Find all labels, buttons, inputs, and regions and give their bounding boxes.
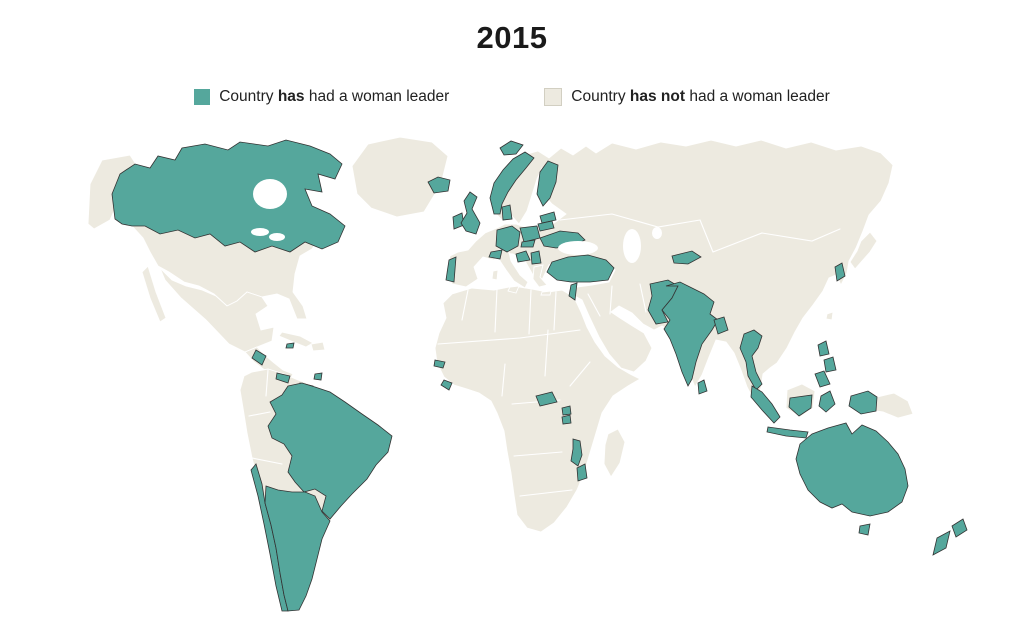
norway-shape bbox=[489, 151, 535, 215]
great-lakes-west bbox=[251, 228, 269, 236]
legend-label-has: Country has had a woman leader bbox=[219, 88, 450, 105]
italy-shape bbox=[498, 247, 529, 289]
caspian-sea bbox=[623, 229, 641, 263]
svalbard-shape bbox=[499, 140, 524, 156]
liberia-shape bbox=[440, 379, 453, 391]
new-zealand-north-shape bbox=[951, 518, 968, 538]
baja-shape bbox=[141, 265, 167, 323]
sardinia-shape bbox=[491, 269, 499, 281]
croatia-shape bbox=[515, 250, 531, 263]
lithuania-shape bbox=[537, 220, 555, 232]
indonesia-papua-shape bbox=[848, 390, 878, 415]
legend-label-has-not: Country has not had a woman leader bbox=[571, 88, 830, 105]
rwanda-shape bbox=[561, 405, 572, 416]
country-border-lines bbox=[248, 213, 841, 497]
mexico-shape bbox=[159, 267, 275, 353]
world-map bbox=[87, 136, 968, 612]
hispaniola-shape bbox=[310, 341, 326, 352]
legend: Country has had a woman leader Country h… bbox=[0, 88, 1024, 106]
legend-swatch-has-not bbox=[544, 88, 563, 106]
indonesia-kalimantan-shape bbox=[788, 394, 813, 417]
kyrgyzstan-shape bbox=[671, 250, 702, 265]
philippines-mindanao-shape bbox=[814, 370, 831, 388]
papua-new-guinea-shape bbox=[875, 392, 914, 419]
panama-shape bbox=[275, 372, 291, 384]
crete-shape bbox=[540, 290, 552, 296]
greece-shape bbox=[532, 264, 548, 288]
japan-shape bbox=[849, 231, 878, 270]
central-african-republic-shape bbox=[535, 391, 558, 407]
finland-shape bbox=[536, 160, 559, 207]
iceland-shape bbox=[427, 176, 451, 194]
usa-shape bbox=[130, 225, 322, 320]
tasmania-shape bbox=[858, 523, 871, 536]
turkey-shape bbox=[546, 254, 615, 283]
indonesia-sumatra-shape bbox=[750, 385, 781, 424]
madagascar-shape bbox=[603, 428, 626, 478]
indonesia-java-shape bbox=[766, 426, 809, 439]
serbia-shape bbox=[530, 250, 542, 265]
bangladesh-shape bbox=[713, 316, 729, 335]
legend-swatch-has bbox=[194, 89, 211, 105]
israel-shape bbox=[568, 282, 578, 301]
mozambique-shape bbox=[576, 463, 588, 482]
philippines-luzon-shape bbox=[817, 340, 830, 357]
cuba-shape bbox=[278, 331, 314, 348]
brazil-shape bbox=[267, 382, 393, 520]
argentina-shape bbox=[264, 485, 331, 612]
year-title: 2015 bbox=[476, 20, 548, 55]
senegal-shape bbox=[433, 359, 446, 369]
great-lakes-east bbox=[269, 233, 285, 241]
denmark-shape bbox=[501, 204, 513, 221]
sicily-shape bbox=[507, 285, 520, 294]
trinidad-shape bbox=[313, 372, 323, 381]
nicaragua-shape bbox=[251, 349, 267, 366]
legend-item-has-not: Country has not had a woman leader bbox=[544, 88, 830, 106]
australia-shape bbox=[795, 422, 909, 517]
greenland-shape bbox=[351, 136, 449, 218]
legend-item-has: Country has had a woman leader bbox=[194, 88, 449, 106]
switzerland-shape bbox=[488, 249, 503, 260]
aral-sea bbox=[652, 227, 662, 239]
jamaica-shape bbox=[285, 342, 295, 349]
pakistan-shape bbox=[647, 279, 679, 325]
latvia-shape bbox=[539, 211, 557, 224]
portugal-shape bbox=[445, 256, 457, 283]
sri-lanka-shape bbox=[697, 379, 708, 395]
indonesia-sulawesi-shape bbox=[818, 390, 836, 413]
malawi-shape bbox=[570, 438, 583, 467]
canada-shape bbox=[111, 139, 346, 253]
germany-shape bbox=[495, 225, 521, 253]
philippines-visayas-shape bbox=[823, 356, 837, 373]
slovakia-shape bbox=[520, 239, 536, 248]
india-shape bbox=[661, 281, 719, 387]
eurasia-shape bbox=[445, 139, 894, 404]
taiwan-shape bbox=[825, 311, 834, 321]
united-kingdom-shape bbox=[460, 191, 481, 235]
south-korea-shape bbox=[834, 262, 846, 282]
hudson-bay bbox=[253, 179, 287, 209]
thailand-shape bbox=[739, 329, 763, 391]
new-zealand-south-shape bbox=[932, 530, 951, 556]
black-sea bbox=[558, 241, 598, 255]
burundi-shape bbox=[561, 414, 572, 425]
